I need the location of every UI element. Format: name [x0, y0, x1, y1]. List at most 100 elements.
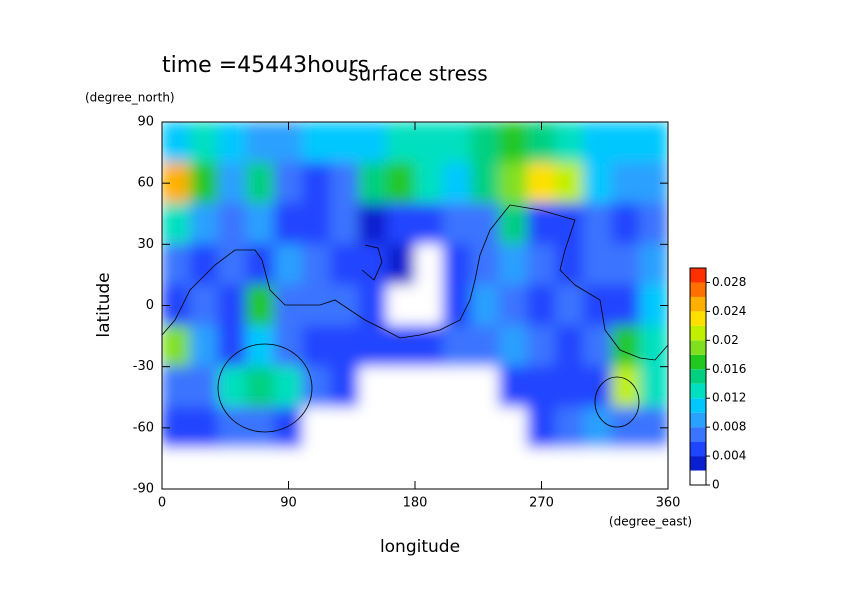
field-cell [639, 243, 668, 286]
field-cell [555, 243, 585, 286]
field-cell [583, 325, 613, 368]
x-unit: (degree_east) [609, 515, 692, 529]
field-cell [217, 284, 247, 327]
field-cell [330, 162, 360, 205]
field-cell [583, 284, 613, 327]
colorbar-band [690, 282, 706, 297]
field-cell [442, 203, 472, 245]
field-cell [442, 243, 472, 286]
coastline [361, 244, 383, 281]
y-tick-label: 0 [146, 298, 154, 313]
field-cell [555, 203, 585, 245]
colorbar-tick-label: 0.016 [712, 362, 746, 376]
field-cell [583, 406, 613, 449]
field-cell [526, 325, 557, 368]
colorbar-tick-label: 0.024 [712, 304, 746, 318]
field-cell [555, 447, 585, 489]
colorbar-band [690, 427, 706, 442]
y-tick-label: -30 [133, 359, 154, 374]
field-cell [217, 325, 247, 368]
field-cell [330, 447, 360, 489]
field-cell [611, 284, 641, 327]
field-cell [189, 406, 219, 449]
field-cell [302, 325, 332, 368]
field-cell [611, 406, 641, 449]
field-cell [302, 366, 332, 408]
field-cell [526, 162, 557, 205]
field-cell [414, 203, 444, 245]
field-cell [442, 162, 472, 205]
field-cell [189, 447, 219, 489]
field-cell [414, 325, 444, 368]
field-cell [470, 284, 500, 327]
field-cell [189, 366, 219, 408]
colorbar-band [690, 470, 706, 485]
colorbar-band [690, 412, 706, 428]
colorbar-tick-label: 0.004 [712, 449, 746, 463]
field-cell [189, 122, 219, 164]
field-cell [611, 162, 641, 205]
field-cell [245, 203, 275, 245]
field-cell [358, 447, 388, 489]
field-cell [470, 406, 500, 449]
field-cell [302, 284, 332, 327]
y-tick-label: -60 [133, 420, 154, 435]
field-cell [526, 406, 557, 449]
y-unit: (degree_north) [85, 91, 175, 105]
field-cell [302, 406, 332, 449]
field-cell [526, 243, 557, 286]
field-cell [386, 122, 416, 164]
field-cell [414, 406, 444, 449]
field-cell [498, 203, 528, 245]
colorbar-band [690, 369, 706, 384]
y-tick-label: 90 [137, 115, 154, 130]
field-cell [245, 366, 275, 408]
field-cell [302, 162, 332, 205]
field-cell [555, 122, 585, 164]
colorbar-band [690, 325, 706, 341]
x-tick-label: 90 [280, 496, 297, 511]
field-cell [330, 243, 360, 286]
field-cell [498, 447, 528, 489]
field-cell [273, 243, 304, 286]
annotation: time =45443hours [162, 53, 369, 78]
field-cell [386, 162, 416, 205]
field-cell [217, 162, 247, 205]
field-cell [611, 122, 641, 164]
field-cell [330, 203, 360, 245]
field-cell [498, 162, 528, 205]
field-cell [217, 447, 247, 489]
field-cell [358, 284, 388, 327]
field-cell [498, 325, 528, 368]
field-cell [189, 162, 219, 205]
field-cell [386, 406, 416, 449]
colorbar-band [690, 441, 706, 457]
field-cell [470, 325, 500, 368]
x-tick-label: 270 [529, 496, 554, 511]
field-cell [273, 203, 304, 245]
field-cell [498, 243, 528, 286]
field-cell [442, 406, 472, 449]
field-cell [386, 447, 416, 489]
field-cell [555, 284, 585, 327]
field-cell [555, 366, 585, 408]
field-cell [583, 447, 613, 489]
field-cell [189, 284, 219, 327]
field-cell [386, 203, 416, 245]
field-cell [245, 243, 275, 286]
field-cell [217, 203, 247, 245]
field-cell [414, 243, 444, 286]
field-cell [162, 122, 191, 164]
coastline [594, 376, 640, 428]
field-cell [330, 366, 360, 408]
colorbar-band [690, 383, 706, 399]
field-cell [273, 366, 304, 408]
field-cell [611, 203, 641, 245]
field-cell [442, 447, 472, 489]
field-cell [273, 162, 304, 205]
y-tick-label: 30 [137, 237, 154, 252]
field-cell [330, 325, 360, 368]
field-cell [639, 447, 668, 489]
colorbar-tick-label: 0.012 [712, 391, 746, 405]
